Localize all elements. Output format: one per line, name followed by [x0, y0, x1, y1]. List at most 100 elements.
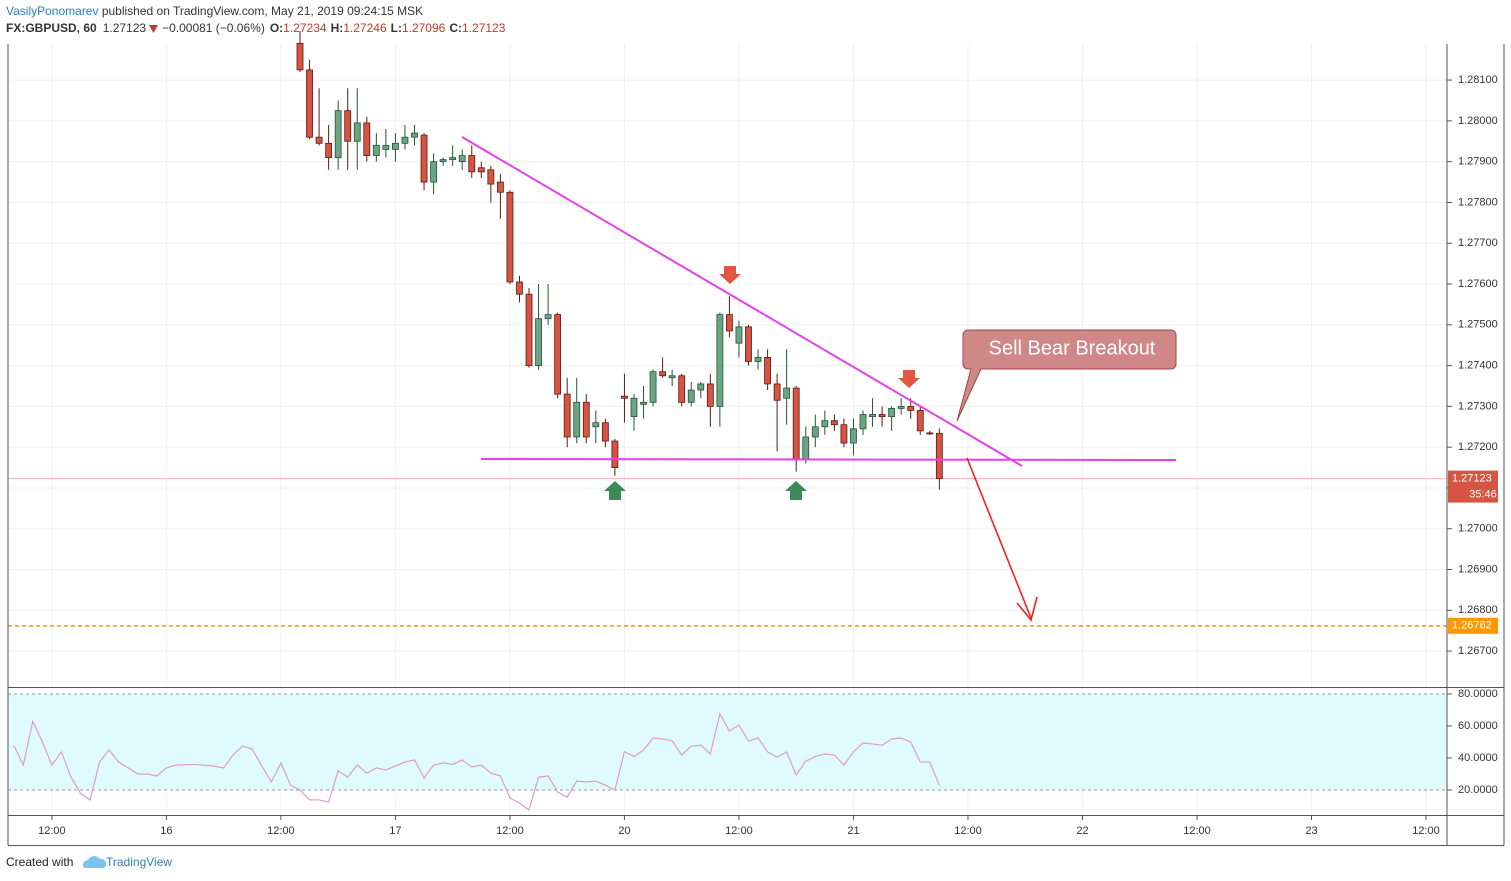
indicator-line: [13, 712, 940, 812]
candle-body: [420, 134, 428, 183]
down-arrow: [719, 266, 741, 284]
down-arrow: [898, 370, 920, 388]
candle-body: [869, 414, 876, 417]
low-label: L:: [391, 21, 402, 35]
footer-brand: TradingView: [106, 855, 172, 869]
candle-body: [344, 110, 352, 142]
y-tick-label: 1.27900: [1458, 156, 1498, 168]
x-tick-label: 12:00: [267, 825, 295, 837]
candle-body: [697, 383, 705, 391]
x-tick-label: 12:00: [496, 825, 524, 837]
candle-body: [439, 159, 447, 163]
candle-body: [544, 314, 552, 320]
candle-body: [726, 314, 733, 332]
candle-body: [535, 318, 542, 366]
x-tick-label: 23: [1305, 825, 1317, 837]
x-tick-label: 21: [847, 825, 859, 837]
drawings: Sell Bear Breakout: [461, 136, 1177, 622]
y-tick-label: 1.26800: [1458, 604, 1498, 616]
candle-body: [430, 161, 437, 183]
candle-body: [525, 293, 533, 366]
candle-body: [792, 387, 800, 460]
target-arrow: [966, 457, 1032, 619]
candle-body: [764, 357, 771, 385]
target-level-tag: [1448, 617, 1498, 634]
high-label: H:: [331, 21, 344, 35]
indicator-y-tick-label: 40.0000: [1458, 752, 1498, 764]
candle-body: [745, 326, 752, 362]
x-tick-label: 12:00: [1183, 825, 1211, 837]
candle-body: [668, 375, 676, 379]
candle-body: [926, 432, 934, 435]
y-tick-label: 1.27400: [1458, 359, 1498, 371]
resistance-trendline: [461, 136, 1023, 467]
y-tick-label: 1.28000: [1458, 115, 1498, 127]
candle-body: [706, 383, 714, 407]
x-tick-label: 12:00: [1412, 825, 1440, 837]
indicator-y-tick-label: 80.0000: [1458, 688, 1498, 700]
candle-body: [783, 387, 791, 399]
marks: [8, 31, 1447, 812]
indicator-band-fill: [8, 694, 1447, 791]
indicator-y-tick-label: 20.0000: [1458, 784, 1498, 796]
candle-body: [325, 142, 333, 158]
callout: [956, 329, 1177, 422]
author: VasilyPonomarev: [6, 4, 98, 18]
candle-body: [821, 420, 829, 428]
candle-body: [296, 42, 304, 71]
callout-text: Sell Bear Breakout: [989, 337, 1156, 359]
candle-body: [649, 371, 657, 403]
header-line-1: VasilyPonomarev published on TradingView…: [6, 4, 423, 18]
frame: [7, 44, 1505, 846]
y-tick-label: 1.26700: [1458, 645, 1498, 657]
candle-body: [630, 397, 638, 417]
open-value: 1.27234: [283, 21, 327, 35]
high-value: 1.27246: [343, 21, 387, 35]
candle-body: [516, 281, 523, 295]
candle-body: [477, 167, 485, 173]
candle-body: [468, 155, 476, 173]
last-price-tag: [1448, 470, 1498, 503]
symbol: FX:GBPUSD, 60: [6, 21, 97, 35]
support-line: [480, 458, 1177, 461]
published: published on TradingView.com, May 21, 20…: [102, 4, 423, 18]
indicator-band: [8, 693, 1447, 791]
x-tick-label: 22: [1076, 825, 1088, 837]
close-label: C:: [449, 21, 462, 35]
candle-body: [449, 157, 457, 161]
candle-body: [382, 144, 390, 150]
candle-body: [850, 428, 857, 444]
close-value: 1.27123: [462, 21, 506, 35]
y-tick-label: 1.27200: [1458, 441, 1498, 453]
candle-body: [496, 181, 504, 193]
candle-body: [830, 420, 838, 426]
candle-body: [840, 424, 848, 444]
open-label: O:: [270, 21, 283, 35]
candle-body: [687, 389, 695, 403]
candle-body: [802, 436, 810, 460]
candle-body: [878, 414, 886, 417]
candle-body: [611, 440, 619, 468]
y-tick-label: 1.27500: [1458, 319, 1498, 331]
candle-body: [773, 383, 781, 401]
candle-body: [506, 191, 514, 283]
candle-body: [372, 144, 380, 156]
candle-body: [306, 69, 313, 138]
candle-body: [363, 122, 371, 156]
x-tick-label: 20: [618, 825, 630, 837]
x-tick-label: 17: [389, 825, 401, 837]
candle-body: [334, 110, 342, 158]
target-level-label: 1.26762: [1452, 620, 1492, 632]
candle-body: [754, 357, 762, 362]
y-tick-label: 1.27300: [1458, 400, 1498, 412]
candle-body: [353, 122, 361, 142]
candle-body: [859, 414, 867, 430]
candle-body: [563, 393, 571, 438]
candle-body: [678, 375, 686, 403]
candle-body: [573, 401, 581, 438]
candle-body: [716, 314, 724, 407]
x-tick-label: 12:00: [954, 825, 982, 837]
last-price-label: 1.27123: [1452, 472, 1492, 484]
